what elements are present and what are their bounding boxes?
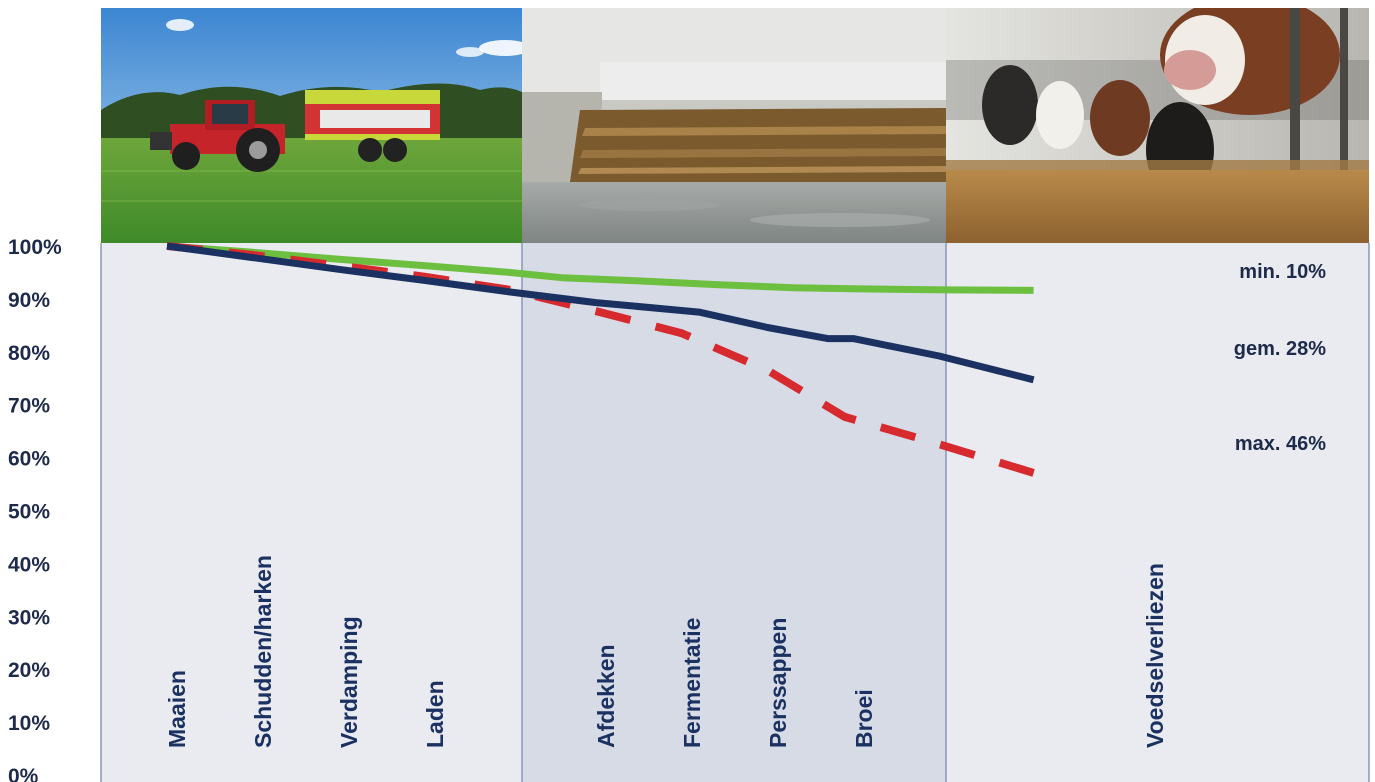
series-label: gem. 28% xyxy=(1234,338,1326,360)
y-tick-label: 30% xyxy=(8,606,50,629)
phase-panel-barn xyxy=(946,243,1369,782)
series-line-gem xyxy=(166,242,1035,384)
phase-panel-field xyxy=(101,243,522,782)
y-tick-label: 0% xyxy=(8,765,39,782)
step-labels: Maaien Schudden/harken Verdamping Laden Afde… xyxy=(164,555,1168,748)
step-label: Fermentatie xyxy=(679,618,705,748)
step-label: Laden xyxy=(422,680,448,748)
step-label: Verdamping xyxy=(336,616,362,748)
y-tick-label: 100% xyxy=(8,236,62,259)
photo-tractor-field xyxy=(101,8,522,243)
y-tick-label: 40% xyxy=(8,553,50,576)
step-label: Voedselverliezen xyxy=(1142,563,1168,748)
y-tick-label: 70% xyxy=(8,395,50,418)
phase-panels xyxy=(100,243,1370,782)
y-tick-label: 80% xyxy=(8,342,50,365)
step-label: Schudden/harken xyxy=(250,555,276,748)
y-axis-ticks: 100% 90% 80% 70% 60% 50% 40% 30% 20% 10% 0% xyxy=(8,236,62,782)
series-label: max. 46% xyxy=(1235,433,1326,455)
y-tick-label: 20% xyxy=(8,659,50,682)
series-labels: min. 10% gem. 28% max. 46% xyxy=(1234,261,1326,455)
series-line-min xyxy=(166,242,1034,294)
step-label: Perssappen xyxy=(765,618,791,748)
y-tick-label: 60% xyxy=(8,448,50,471)
y-tick-label: 50% xyxy=(8,501,50,524)
y-tick-label: 10% xyxy=(8,712,50,735)
series-label: min. 10% xyxy=(1239,261,1326,283)
photo-cows-feeding xyxy=(946,8,1369,243)
photo-silage-clamp xyxy=(522,8,946,243)
phase-panel-silo xyxy=(522,243,946,782)
y-tick-label: 90% xyxy=(8,289,50,312)
step-label: Maaien xyxy=(164,670,190,748)
step-label: Afdekken xyxy=(593,644,619,748)
step-label: Broei xyxy=(851,689,877,748)
series-lines xyxy=(166,242,1035,477)
